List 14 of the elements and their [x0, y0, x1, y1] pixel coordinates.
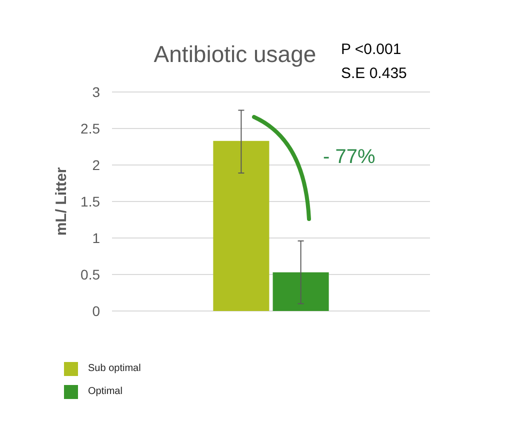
text: S.E 0.435 — [341, 65, 407, 82]
y-tick-label: 2 — [92, 156, 100, 173]
y-tick-label: 2.5 — [80, 120, 100, 136]
y-tick-label: 1.5 — [80, 193, 100, 210]
text: P <0.001 — [341, 41, 402, 58]
legend-label: Optimal — [88, 386, 122, 397]
y-tick-label: 1 — [92, 230, 100, 246]
y-tick-label: 0 — [92, 302, 100, 319]
y-axis-title: mL/ Litter — [53, 167, 70, 236]
annotation: - 77% — [323, 146, 376, 168]
chart-title: Antibiotic usage — [154, 41, 316, 67]
y-tick-label: 0.5 — [80, 266, 100, 282]
y-tick-label: 3 — [92, 84, 100, 100]
legend-label: Sub optimal — [88, 363, 141, 374]
